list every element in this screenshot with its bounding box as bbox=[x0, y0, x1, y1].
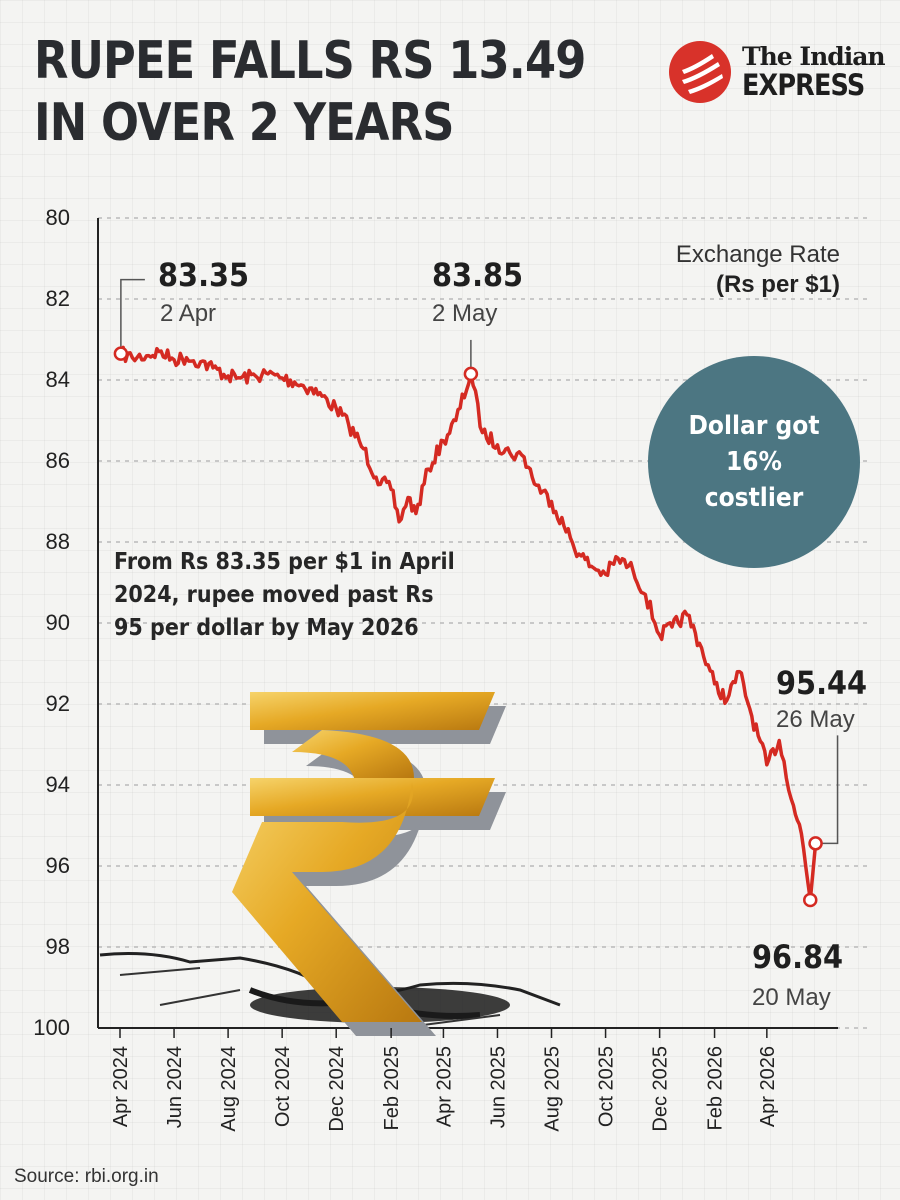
chart-unit-line-2: (Rs per $1) bbox=[715, 271, 840, 298]
y-tick-label: 88 bbox=[45, 529, 70, 554]
annotation-start-date: 2 Apr bbox=[160, 300, 217, 327]
logo-line-2: EXPRESS bbox=[742, 68, 865, 102]
headline-line-1: RUPEE FALLS RS 13.49 bbox=[34, 31, 586, 91]
x-tick-label: Dec 2024 bbox=[326, 1046, 348, 1132]
low-marker bbox=[803, 892, 818, 908]
indian-express-flame-logo-icon bbox=[669, 41, 731, 103]
y-tick-label: 90 bbox=[45, 610, 70, 635]
x-tick-label: Jun 2024 bbox=[164, 1046, 186, 1128]
annotation-start-value: 83.35 bbox=[158, 256, 250, 294]
annotation-low-date: 20 May bbox=[752, 984, 831, 1011]
x-tick-label: Aug 2025 bbox=[542, 1046, 564, 1132]
y-tick-label: 92 bbox=[45, 691, 70, 716]
peak-marker bbox=[463, 366, 479, 382]
annotation-latest-value: 95.44 bbox=[776, 664, 868, 702]
start-marker bbox=[113, 346, 129, 361]
y-tick-label: 96 bbox=[45, 853, 70, 878]
annotation-start-leader bbox=[120, 278, 145, 354]
golden-rupee-illustration-icon bbox=[99, 692, 561, 1036]
headline-line-2: IN OVER 2 YEARS bbox=[34, 93, 454, 153]
y-tick-label: 98 bbox=[45, 934, 70, 959]
annotation-peak-value: 83.85 bbox=[432, 256, 524, 294]
chart-markers bbox=[113, 278, 839, 908]
chart-note: From Rs 83.35 per $1 in April 2024, rupe… bbox=[114, 549, 455, 641]
chart-unit-line-1: Exchange Rate bbox=[675, 241, 840, 268]
latest-marker bbox=[808, 836, 823, 851]
headline: RUPEE FALLS RS 13.49 IN OVER 2 YEARS bbox=[34, 30, 586, 154]
x-tick-label: Apr 2025 bbox=[433, 1046, 455, 1127]
x-tick-label: Apr 2024 bbox=[110, 1046, 132, 1127]
x-tick-label: Oct 2025 bbox=[596, 1046, 618, 1127]
x-tick-label: Feb 2025 bbox=[381, 1046, 403, 1131]
x-tick-label: Aug 2024 bbox=[218, 1046, 240, 1132]
annotation-latest-date: 26 May bbox=[776, 706, 855, 733]
annotation-latest-leader bbox=[815, 735, 839, 845]
publisher-logo: The Indian EXPRESS bbox=[668, 36, 888, 116]
x-tick-label: Dec 2025 bbox=[650, 1046, 672, 1132]
x-tick-label: Feb 2026 bbox=[705, 1046, 727, 1131]
y-tick-label: 100 bbox=[33, 1015, 70, 1040]
callout-bubble: Dollar got 16% costlier bbox=[648, 356, 860, 568]
exchange-rate-line bbox=[119, 345, 818, 902]
callout-text: Dollar got 16% costlier bbox=[688, 411, 820, 513]
y-tick-label: 80 bbox=[45, 205, 70, 230]
x-tick-label: Jun 2025 bbox=[487, 1046, 509, 1128]
annotation-peak-date: 2 May bbox=[432, 300, 498, 327]
y-tick-label: 82 bbox=[45, 286, 70, 311]
y-tick-label: 86 bbox=[45, 448, 70, 473]
chart-unit-label: Exchange Rate (Rs per $1) bbox=[600, 240, 840, 300]
y-tick-label: 84 bbox=[45, 367, 70, 392]
y-tick-label: 94 bbox=[45, 772, 70, 797]
x-tick-label: Oct 2024 bbox=[272, 1046, 294, 1127]
x-tick-label: Apr 2026 bbox=[757, 1046, 779, 1127]
annotation-low-value: 96.84 bbox=[752, 938, 844, 976]
source-note: Source: rbi.org.in bbox=[14, 1166, 159, 1187]
x-axis-ticks: Apr 2024 Jun 2024 Aug 2024 Oct 2024 Dec 2024… bbox=[110, 1028, 779, 1132]
logo-line-1: The Indian bbox=[742, 42, 886, 71]
